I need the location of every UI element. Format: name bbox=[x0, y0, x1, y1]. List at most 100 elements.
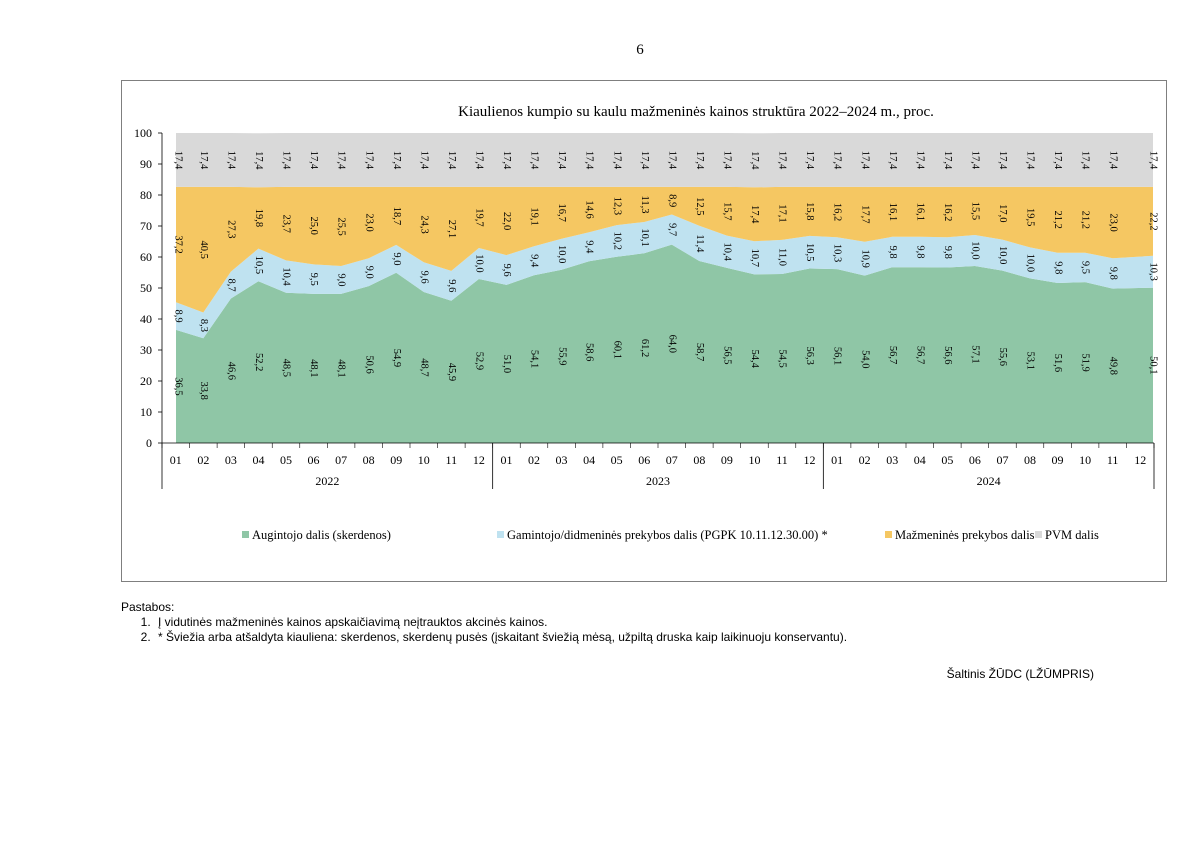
y-tick-label: 70 bbox=[140, 219, 152, 233]
data-label: 56,6 bbox=[942, 346, 953, 364]
data-label: 48,1 bbox=[336, 359, 347, 377]
data-label: 9,6 bbox=[418, 271, 429, 284]
data-label: 19,1 bbox=[529, 207, 540, 225]
data-label: 14,6 bbox=[584, 200, 595, 218]
data-label: 17,4 bbox=[1107, 151, 1118, 170]
data-label: 10,5 bbox=[253, 256, 264, 274]
data-label: 16,2 bbox=[832, 203, 843, 221]
x-tick-label: 05 bbox=[611, 453, 623, 467]
data-label: 11,3 bbox=[639, 196, 650, 214]
y-tick-label: 80 bbox=[140, 188, 152, 202]
page-number: 6 bbox=[636, 42, 644, 58]
data-label: 17,4 bbox=[1052, 151, 1063, 170]
data-label: 17,4 bbox=[694, 151, 705, 170]
data-label: 17,4 bbox=[887, 151, 898, 170]
data-label: 17,4 bbox=[474, 151, 485, 170]
y-tick-label: 30 bbox=[140, 343, 152, 357]
data-label: 17,4 bbox=[501, 151, 512, 170]
data-label: 56,1 bbox=[832, 347, 843, 365]
data-label: 64,0 bbox=[666, 335, 677, 353]
y-axis: 0 10 20 30 40 50 60 70 80 90 100 bbox=[134, 126, 163, 450]
data-label: 9,8 bbox=[942, 246, 953, 259]
data-label: 58,6 bbox=[584, 343, 595, 361]
data-label: 10,5 bbox=[804, 243, 815, 261]
data-label: 11,0 bbox=[777, 248, 788, 266]
x-tick-label: 06 bbox=[638, 453, 650, 467]
y-tick-label: 100 bbox=[134, 126, 152, 140]
data-label: 12,5 bbox=[694, 197, 705, 215]
data-label: 17,4 bbox=[1025, 151, 1036, 170]
data-label: 8,9 bbox=[666, 194, 677, 207]
x-tick-label: 02 bbox=[859, 453, 871, 467]
data-label: 17,0 bbox=[997, 204, 1008, 222]
chart: Kiaulienos kumpio su kaulu mažmeninės ka… bbox=[134, 104, 1159, 542]
data-label: 17,4 bbox=[198, 151, 209, 170]
data-label: 17,4 bbox=[997, 151, 1008, 170]
x-axis: 01 02 03 04 05 06 07 08 09 10 11 12 01 02 03 04 05 06 07 08… bbox=[161, 442, 1155, 489]
legend-swatch bbox=[242, 531, 249, 538]
data-label: 17,4 bbox=[391, 151, 402, 170]
x-tick-label: 10 bbox=[1079, 453, 1091, 467]
x-tick-label: 06 bbox=[308, 453, 320, 467]
data-label: 27,3 bbox=[226, 220, 237, 238]
data-label: 17,4 bbox=[584, 151, 595, 170]
data-label: 10,3 bbox=[1148, 263, 1159, 281]
data-label: 8,9 bbox=[173, 310, 184, 323]
x-tick-label: 10 bbox=[748, 453, 760, 467]
data-label: 19,7 bbox=[474, 208, 485, 226]
x-tick-label: 09 bbox=[721, 453, 733, 467]
y-tick-label: 10 bbox=[140, 405, 152, 419]
data-label: 57,1 bbox=[969, 345, 980, 363]
data-label: 24,3 bbox=[418, 215, 429, 233]
area-series-1 bbox=[176, 244, 1153, 443]
y-tick-label: 20 bbox=[140, 374, 152, 388]
data-label: 10,0 bbox=[997, 246, 1008, 264]
data-label: 10,0 bbox=[556, 245, 567, 263]
data-label: 17,4 bbox=[556, 151, 567, 170]
area-series-3 bbox=[176, 186, 1153, 313]
data-label: 61,2 bbox=[639, 339, 650, 357]
data-label: 17,4 bbox=[281, 151, 292, 170]
data-label: 10,9 bbox=[859, 249, 870, 267]
data-label: 15,8 bbox=[804, 202, 815, 220]
data-label: 46,6 bbox=[226, 362, 237, 380]
year-label: 2023 bbox=[646, 474, 670, 488]
data-label: 23,0 bbox=[1107, 213, 1118, 231]
data-label: 10,2 bbox=[611, 232, 622, 250]
data-label: 18,7 bbox=[391, 207, 402, 225]
data-label: 51,9 bbox=[1080, 353, 1091, 371]
x-tick-label: 09 bbox=[1052, 453, 1064, 467]
x-tick-label: 11 bbox=[776, 453, 788, 467]
data-label: 60,1 bbox=[611, 341, 622, 359]
x-tick-label: 08 bbox=[693, 453, 705, 467]
data-label: 9,6 bbox=[446, 279, 457, 292]
data-label: 49,8 bbox=[1107, 357, 1118, 375]
data-label: 9,8 bbox=[1107, 267, 1118, 280]
data-label: 10,4 bbox=[721, 243, 732, 262]
data-label: 9,0 bbox=[391, 252, 402, 265]
y-tick-label: 40 bbox=[140, 312, 152, 326]
data-label: 33,8 bbox=[198, 381, 209, 399]
data-label: 9,7 bbox=[666, 223, 677, 236]
data-label: 10,4 bbox=[281, 267, 292, 286]
x-tick-label: 10 bbox=[418, 453, 430, 467]
x-tick-label: 09 bbox=[390, 453, 402, 467]
stacked-areas bbox=[176, 133, 1153, 443]
data-label: 52,9 bbox=[473, 352, 484, 370]
data-label: 17,4 bbox=[722, 151, 733, 170]
year-label: 2022 bbox=[315, 474, 339, 488]
x-tick-label: 11 bbox=[446, 453, 458, 467]
data-label: 48,5 bbox=[281, 359, 292, 377]
data-label: 48,7 bbox=[418, 358, 429, 376]
data-label: 56,7 bbox=[914, 346, 925, 364]
legend: Augintojo dalis (skerdenos) Gamintojo/did… bbox=[242, 528, 1099, 542]
chart-frame: Kiaulienos kumpio su kaulu mažmeninės ka… bbox=[121, 80, 1167, 582]
data-label: 25,5 bbox=[336, 217, 347, 235]
data-label: 53,1 bbox=[1025, 352, 1036, 370]
data-label: 17,4 bbox=[529, 151, 540, 170]
data-label: 45,9 bbox=[446, 363, 457, 381]
x-tick-label: 01 bbox=[170, 453, 182, 467]
source-note: Šaltinis ŽŪDC (LŽŪMPRIS) bbox=[946, 667, 1094, 681]
data-label: 19,8 bbox=[253, 209, 264, 227]
data-label: 17,4 bbox=[336, 151, 347, 170]
